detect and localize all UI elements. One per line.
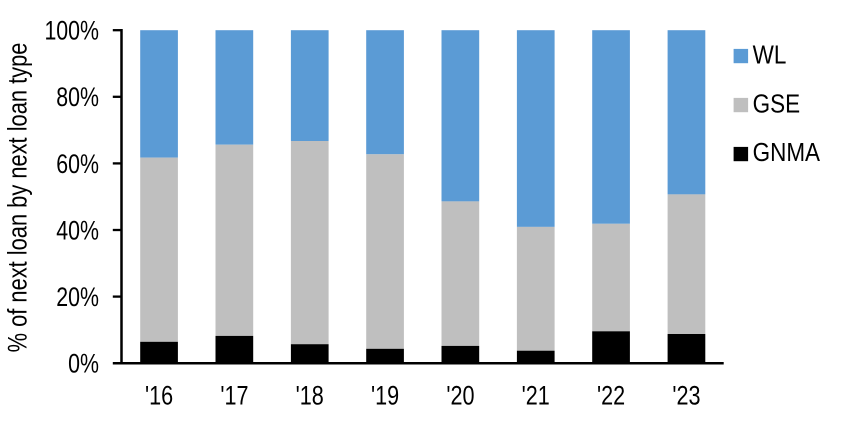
svg-text:WL: WL <box>753 41 787 70</box>
svg-text:GNMA: GNMA <box>753 139 821 168</box>
svg-text:'18: '18 <box>296 381 324 411</box>
svg-text:60%: 60% <box>56 149 99 179</box>
svg-text:'17: '17 <box>220 381 248 411</box>
svg-text:'22: '22 <box>597 381 625 411</box>
svg-text:GSE: GSE <box>753 90 800 119</box>
svg-text:80%: 80% <box>56 83 99 113</box>
svg-text:'23: '23 <box>672 381 700 411</box>
svg-text:0%: 0% <box>68 349 99 379</box>
svg-text:100%: 100% <box>44 16 99 46</box>
svg-text:'20: '20 <box>446 381 474 411</box>
svg-text:'21: '21 <box>522 381 550 411</box>
svg-text:20%: 20% <box>56 283 99 313</box>
svg-text:'16: '16 <box>145 381 173 411</box>
svg-text:'19: '19 <box>371 381 399 411</box>
svg-text:40%: 40% <box>56 216 99 246</box>
svg-text:% of next loan by next loan ty: % of next loan by next loan type <box>3 43 33 353</box>
